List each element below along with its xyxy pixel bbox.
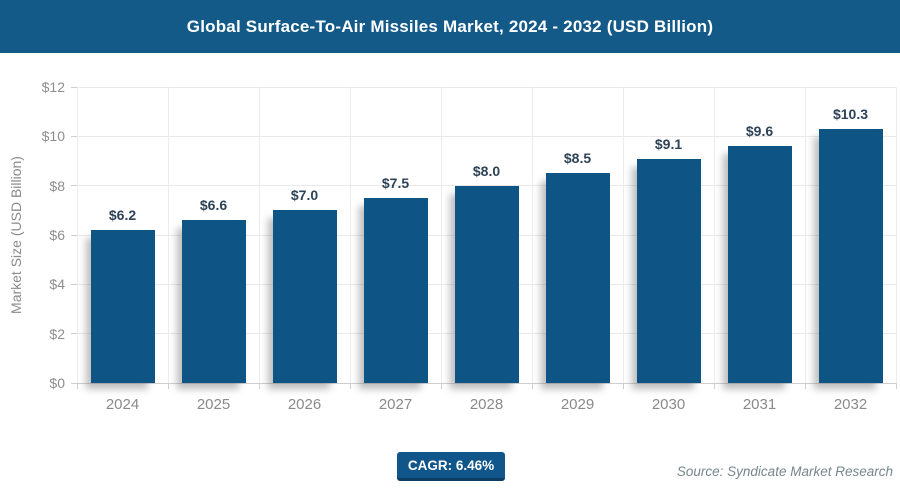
x-axis-tick [804,383,806,389]
x-axis-category-label: 2024 [105,396,140,413]
bar-2027[interactable] [363,198,428,383]
bar-value-label: $6.2 [108,207,137,224]
bar-value-label: $6.6 [199,197,228,214]
v-gridline [440,87,442,383]
y-axis-tick [71,86,77,88]
bar-value-label: $7.0 [290,187,319,204]
x-axis-category-label: 2030 [651,396,686,413]
x-axis-category-label: 2032 [833,396,868,413]
source-attribution: Source: Syndicate Market Research [676,464,893,479]
x-axis-tick [258,383,260,389]
x-axis-line [77,382,896,384]
y-axis-tick-label: $4 [49,276,65,293]
bar-value-label: $8.5 [563,150,592,167]
h-gridline [77,135,896,137]
h-gridline [77,86,896,88]
y-axis-tick [71,283,77,285]
x-axis-category-label: 2029 [560,396,595,413]
v-gridline [167,87,169,383]
bar-2029[interactable] [545,173,610,383]
bar-value-label: $8.0 [472,162,501,179]
v-gridline [349,87,351,383]
y-axis-tick [71,333,77,335]
bar-2031[interactable] [727,146,792,383]
y-axis-tick-label: $0 [49,375,65,391]
x-axis-category-label: 2031 [742,396,777,413]
bar-value-label: $7.5 [381,175,410,191]
y-axis-tick-label: $2 [49,325,65,342]
bar-value-label: $9.1 [654,135,683,152]
bar-2030[interactable] [636,158,701,383]
cagr-badge-label: CAGR: 6.46% [407,457,495,473]
bar-2032[interactable] [818,128,883,383]
bar-2028[interactable] [454,185,519,383]
y-axis-tick-label: $6 [49,227,65,243]
x-axis-tick [895,383,897,389]
chart-title: Global Surface-To-Air Missiles Market, 2… [186,16,714,36]
v-gridline [258,87,260,383]
v-gridline [804,87,806,383]
v-gridline [895,87,897,383]
y-axis-tick-label: $12 [41,79,65,95]
bar-2026[interactable] [272,210,337,383]
x-axis-category-label: 2026 [287,396,322,413]
x-axis-tick [713,383,715,389]
y-axis-tick [71,382,77,384]
y-axis-tick [71,234,77,236]
x-axis-tick [349,383,351,389]
x-axis-tick [76,383,78,389]
bar-value-label: $9.6 [745,123,774,140]
v-gridline [713,87,715,383]
bar-value-label: $10.3 [832,105,869,122]
x-axis-tick [622,383,624,389]
chart-title-bar: Global Surface-To-Air Missiles Market, 2… [0,0,900,53]
v-gridline [531,87,533,383]
x-axis-tick [440,383,442,389]
y-axis-tick [71,135,77,137]
y-axis-tick [71,185,77,187]
bar-2024[interactable] [90,230,155,383]
x-axis-tick [531,383,533,389]
cagr-badge: CAGR: 6.46% [397,452,505,481]
x-axis-category-label: 2028 [469,396,504,413]
v-gridline [76,87,78,383]
x-axis-tick [167,383,169,389]
y-axis-tick-label: $8 [49,177,65,194]
x-axis-category-label: 2025 [196,396,231,413]
x-axis-category-label: 2027 [378,396,413,413]
y-axis-tick-label: $10 [41,128,65,145]
bar-2025[interactable] [181,220,246,383]
v-gridline [622,87,624,383]
